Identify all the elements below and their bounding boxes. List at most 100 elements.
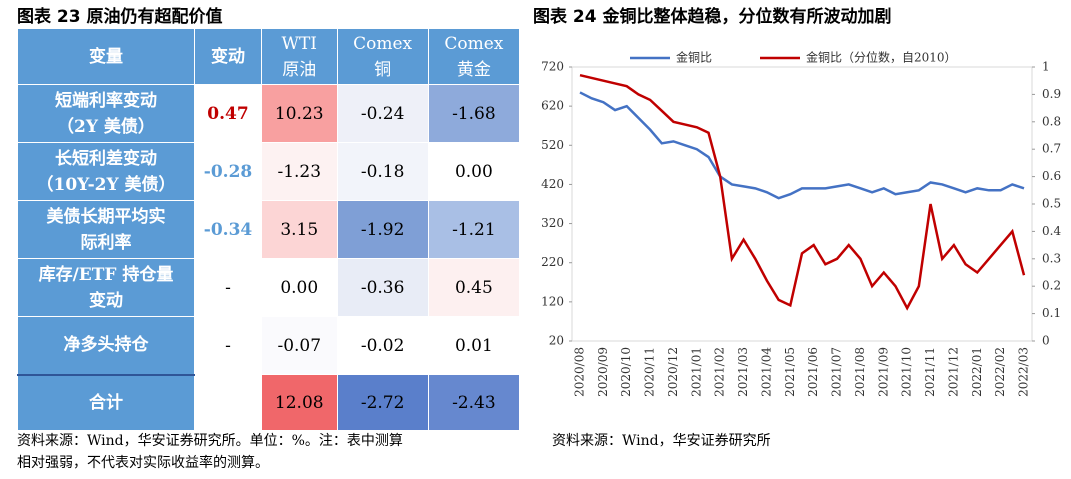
value-cell: -1.68 xyxy=(427,84,521,143)
value-cell: -0.24 xyxy=(336,84,429,143)
variable-cell: 短端利率变动 （2Y 美债） xyxy=(17,84,195,143)
y-tick-label: 720 xyxy=(541,60,564,74)
change-cell: - xyxy=(194,316,262,375)
y2-tick-label: 0.4 xyxy=(1042,224,1061,238)
x-tick-label: 2021/04 xyxy=(759,347,773,397)
header-row: 变量 变动 WTI 原油 Comex 铜 Comex 黄金 xyxy=(17,28,521,85)
text-line: 资料来源：Wind，华安证券研究所。单位：%。注：表中测算 xyxy=(17,433,403,449)
text-line: 黄金 xyxy=(456,59,491,80)
header-cell: WTI 原油 xyxy=(261,28,338,85)
change-cell: 0.47 xyxy=(194,84,262,143)
text-line: 短端利率变动 xyxy=(55,90,157,111)
variable-cell: 美债长期平均实 际利率 xyxy=(17,200,195,259)
y-tick-label: 120 xyxy=(541,294,564,308)
table-row: 短端利率变动 （2Y 美债） 0.47 10.23 -0.24 -1.68 xyxy=(17,84,521,143)
x-tick-label: 2020/12 xyxy=(666,347,680,397)
value-cell: 0.01 xyxy=(427,316,521,375)
text-line: 合计 xyxy=(89,392,123,413)
text-line: WTI xyxy=(281,33,318,54)
variable-cell: 净多头持仓 xyxy=(17,316,195,375)
variable-cell: 库存/ETF 持仓量 变动 xyxy=(17,258,195,317)
text-line: 库存/ETF 持仓量 xyxy=(38,264,174,285)
variable-cell: 合计 xyxy=(17,373,195,431)
y-tick-label: 620 xyxy=(541,99,564,113)
text-line: 净多头持仓 xyxy=(63,335,149,356)
table-row: 长短利差变动 （10Y-2Y 美债） -0.28 -1.23 -0.18 0.00 xyxy=(17,142,521,201)
value-cell: 10.23 xyxy=(261,84,338,143)
y-tick-label: 520 xyxy=(541,138,564,152)
value-cell: 3.15 xyxy=(261,200,338,259)
x-tick-label: 2021/07 xyxy=(830,347,844,397)
chart-source: 资料来源：Wind，华安证券研究所 xyxy=(552,433,771,449)
legend-label: 金铜比 xyxy=(676,50,712,65)
x-tick-label: 2022/01 xyxy=(970,347,984,397)
value-cell: 0.45 xyxy=(427,258,521,317)
value-cell: -0.07 xyxy=(261,316,338,375)
text-line: Comex xyxy=(353,33,413,54)
text-line: 美债长期平均实 xyxy=(46,206,166,227)
table-title: 图表 23 原油仍有超配价值 xyxy=(17,7,223,27)
header-cell: Comex 铜 xyxy=(336,28,429,85)
text-line: 变动 xyxy=(89,290,123,311)
y2-tick-label: 0.8 xyxy=(1042,114,1061,128)
chart: 20 120 220 320 420 520 620 720 0 0.1 0.2 0.3 0.4 0.5 0… xyxy=(541,50,1061,397)
y2-tick-label: 0 xyxy=(1042,334,1050,348)
value-cell: -1.23 xyxy=(261,142,338,201)
y2-tick-label: 0.7 xyxy=(1042,142,1061,156)
change-cell: - xyxy=(194,258,262,317)
x-tick-label: 2021/11 xyxy=(923,347,937,397)
text-line: 长短利差变动 xyxy=(55,148,157,169)
legend-label: 金铜比（分位数，自2010） xyxy=(806,50,957,65)
table-row: 库存/ETF 持仓量 变动 -0.00 -0.36 0.45 xyxy=(17,258,521,317)
value-cell: -2.72 xyxy=(336,374,429,431)
x-tick-label: 2021/05 xyxy=(783,347,797,397)
y-tick-label: 420 xyxy=(541,177,564,191)
x-tick-label: 2020/10 xyxy=(619,347,633,397)
value-cell: -1.21 xyxy=(427,200,521,259)
x-tick-label: 2020/08 xyxy=(573,347,587,397)
change-cell xyxy=(194,374,262,431)
text-line: 铜 xyxy=(374,59,392,80)
x-tick-label: 2022/03 xyxy=(1017,347,1031,397)
text-line: （10Y-2Y 美债） xyxy=(36,174,176,195)
value-cell: -0.18 xyxy=(336,142,429,201)
value-cell: -0.02 xyxy=(336,316,429,375)
table-row: 美债长期平均实 际利率 -0.34 3.15 -1.92 -1.21 xyxy=(17,200,521,259)
x-tick-label: 2021/01 xyxy=(689,347,703,397)
header-cell: 变动 xyxy=(194,28,262,85)
value-cell: -1.92 xyxy=(336,200,429,259)
y-tick-label: 20 xyxy=(549,334,564,348)
change-cell: -0.34 xyxy=(194,200,262,259)
x-tick-label: 2021/10 xyxy=(900,347,914,397)
header-cell: 变量 xyxy=(17,28,195,85)
y-tick-label: 320 xyxy=(541,216,564,230)
x-tick-label: 2020/11 xyxy=(643,347,657,397)
text-line: Comex xyxy=(444,33,504,54)
y2-tick-label: 1 xyxy=(1042,60,1050,74)
value-cell: 0.00 xyxy=(261,258,338,317)
series-line xyxy=(579,74,1026,311)
y2-tick-label: 0.5 xyxy=(1042,197,1061,211)
value-cell: 0.00 xyxy=(427,142,521,201)
x-tick-label: 2021/09 xyxy=(876,347,890,397)
x-tick-label: 2021/12 xyxy=(946,347,960,397)
variable-cell: 长短利差变动 （10Y-2Y 美债） xyxy=(17,142,195,201)
table-source: 资料来源：Wind，华安证券研究所。单位：%。注：表中测算 相对强弱，不代表对实际… xyxy=(17,430,403,474)
text-line: 原油 xyxy=(282,59,317,80)
y2-tick-label: 0.6 xyxy=(1042,169,1061,183)
y2-tick-label: 0.2 xyxy=(1042,279,1061,293)
x-tick-label: 2021/06 xyxy=(806,347,820,397)
text-line: （2Y 美债） xyxy=(57,116,155,137)
x-tick-label: 2021/03 xyxy=(736,347,750,397)
text-line: 变动 xyxy=(211,46,245,67)
header-cell: Comex 黄金 xyxy=(427,28,521,85)
table-row: 净多头持仓 - -0.07 -0.02 0.01 xyxy=(17,316,521,375)
x-tick-label: 2021/08 xyxy=(853,347,867,397)
change-cell: -0.28 xyxy=(194,142,262,201)
text-line: 际利率 xyxy=(80,232,132,253)
value-cell: -2.43 xyxy=(427,374,521,431)
text-line: 相对强弱，不代表对实际收益率的测算。 xyxy=(17,455,269,471)
y-tick-label: 220 xyxy=(541,255,564,269)
y2-tick-label: 0.9 xyxy=(1042,87,1061,101)
